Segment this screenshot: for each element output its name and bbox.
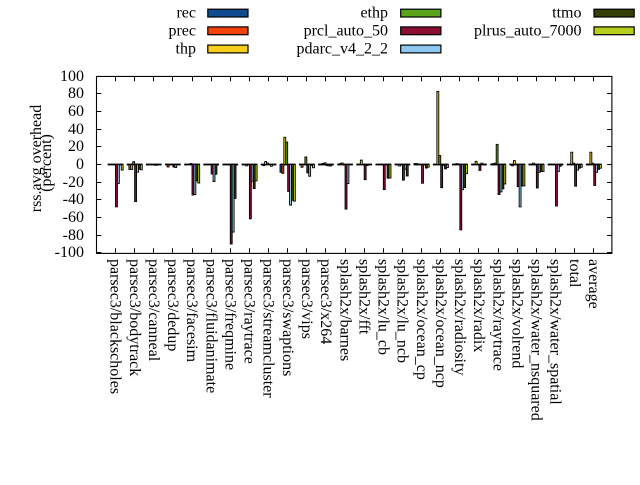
svg-text:parsec3/dedup: parsec3/dedup [164,259,181,351]
svg-text:plrus_auto_7000: plrus_auto_7000 [474,22,582,39]
svg-text:splash2x/raytrace: splash2x/raytrace [489,259,506,371]
svg-text:parsec3/streamcluster: parsec3/streamcluster [260,259,277,398]
svg-text:splash2x/ocean_cp: splash2x/ocean_cp [413,259,430,380]
svg-text:pdarc_v4_2_2: pdarc_v4_2_2 [296,41,388,58]
svg-text:rec: rec [176,5,196,22]
svg-text:20: 20 [68,138,84,155]
svg-text:-100: -100 [55,244,84,261]
svg-text:prec: prec [168,22,196,39]
svg-text:parsec3/canneal: parsec3/canneal [145,259,162,362]
svg-text:-40: -40 [63,191,84,208]
svg-text:ttmo: ttmo [552,5,581,22]
svg-text:80: 80 [68,85,84,102]
svg-text:splash2x/barnes: splash2x/barnes [336,259,353,361]
svg-text:splash2x/radiosity: splash2x/radiosity [451,259,468,375]
svg-text:splash2x/ocean_ncp: splash2x/ocean_ncp [432,259,449,388]
svg-text:splash2x/lu_ncb: splash2x/lu_ncb [394,259,411,363]
svg-text:average: average [585,259,602,309]
svg-text:60: 60 [68,103,84,120]
svg-text:100: 100 [60,68,84,85]
svg-text:parsec3/bodytrack: parsec3/bodytrack [126,259,143,376]
svg-text:parsec3/facesim: parsec3/facesim [183,259,200,363]
svg-text:-60: -60 [63,209,84,226]
svg-text:-20: -20 [63,174,84,191]
svg-text:rss.avg overhead: rss.avg overhead [28,105,45,213]
svg-text:parsec3/x264: parsec3/x264 [317,259,334,344]
svg-text:prcl_auto_50: prcl_auto_50 [304,22,388,39]
svg-text:-80: -80 [63,227,84,244]
svg-text:parsec3/raytrace: parsec3/raytrace [241,259,258,364]
svg-text:parsec3/freqmine: parsec3/freqmine [221,259,238,370]
svg-text:splash2x/radix: splash2x/radix [470,259,487,352]
svg-text:splash2x/fft: splash2x/fft [355,259,372,335]
svg-text:parsec3/fluidanimate: parsec3/fluidanimate [202,259,219,393]
svg-text:ethp: ethp [360,5,388,22]
svg-text:(percent): (percent) [38,134,55,192]
svg-text:splash2x/lu_cb: splash2x/lu_cb [375,259,392,355]
svg-text:thp: thp [176,41,196,58]
svg-text:splash2x/water_nsquared: splash2x/water_nsquared [528,259,545,421]
svg-text:parsec3/swaptions: parsec3/swaptions [279,259,296,376]
svg-text:0: 0 [76,156,84,173]
svg-text:total: total [566,259,583,288]
svg-text:splash2x/water_spatial: splash2x/water_spatial [547,259,564,405]
svg-text:splash2x/volrend: splash2x/volrend [508,259,525,368]
svg-text:40: 40 [68,121,84,138]
svg-text:parsec3/blackscholes: parsec3/blackscholes [107,259,124,394]
svg-text:parsec3/vips: parsec3/vips [298,259,315,339]
